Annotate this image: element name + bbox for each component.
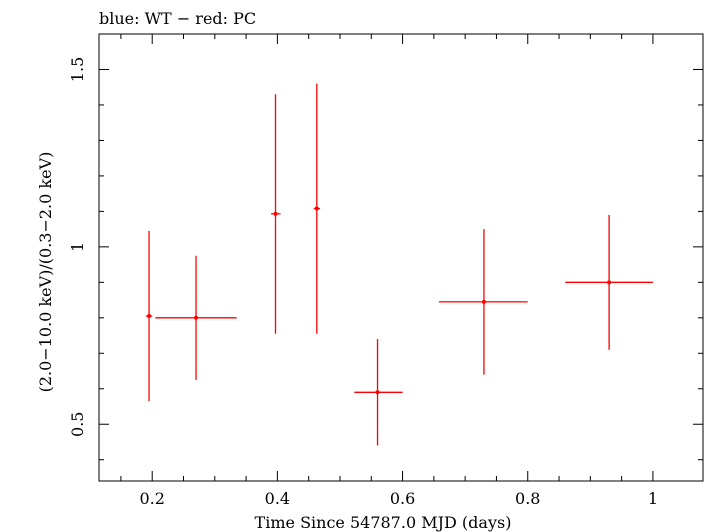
y-axis-label: (2.0−10.0 keV)/(0.3−2.0 keV) [36,152,55,393]
point-marker [607,280,612,285]
data-point [155,255,237,380]
x-tick-label: 1 [648,489,658,508]
y-tick-label: 1 [68,242,87,252]
x-tick-label: 0.6 [390,489,415,508]
data-point [565,214,653,350]
y-tick-label: 1.5 [68,57,87,82]
x-tick-label: 0.8 [515,489,540,508]
data-point [313,83,320,334]
x-tick-label: 0.2 [139,489,164,508]
data-point [145,230,153,402]
point-marker [314,206,319,211]
chart-title: blue: WT − red: PC [99,9,256,28]
x-tick-label: 0.4 [265,489,290,508]
plot-frame [98,33,704,482]
x-axis-label: Time Since 54787.0 MJD (days) [255,513,512,532]
data-points [145,83,653,446]
x-ticks: 0.2 0.4 0.6 0.8 1 [120,34,658,508]
point-marker [194,315,199,320]
data-point [271,94,281,334]
point-marker [273,211,278,216]
data-point [354,339,403,446]
point-marker [147,314,152,319]
data-point [438,229,528,375]
y-ticks: 0.5 1 1.5 [68,57,703,461]
y-tick-label: 0.5 [68,412,87,437]
point-marker [375,390,380,395]
point-marker [481,299,486,304]
